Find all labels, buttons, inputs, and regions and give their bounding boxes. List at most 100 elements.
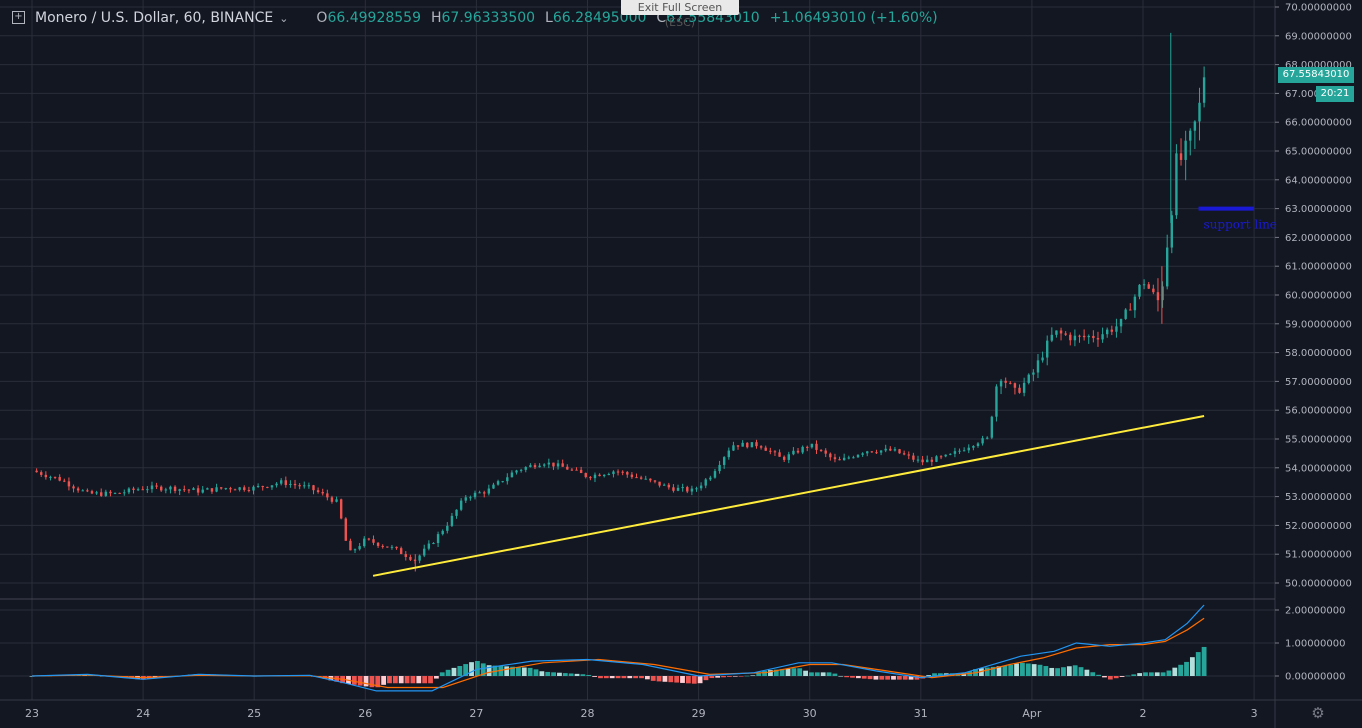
candle-body — [653, 480, 657, 482]
candle-body — [1179, 153, 1183, 160]
macd-histogram-bar — [592, 676, 598, 677]
macd-histogram-bar — [902, 676, 908, 680]
candle-body — [519, 469, 523, 471]
macd-histogram-bar — [791, 668, 797, 676]
macd-histogram-bar — [908, 676, 914, 680]
add-symbol-icon[interactable]: + — [12, 10, 25, 24]
candle-body — [53, 476, 57, 478]
candle-body — [1050, 334, 1054, 341]
macd-histogram-bar — [1049, 667, 1055, 676]
candle-body — [621, 471, 624, 473]
candle-body — [824, 450, 827, 454]
candle-body — [561, 463, 564, 467]
candle-body — [999, 380, 1003, 387]
candle-body — [1161, 286, 1164, 301]
macd-histogram-bar — [1201, 646, 1207, 676]
candle-body — [875, 452, 878, 454]
candle-body — [995, 386, 998, 417]
macd-histogram-bar — [1031, 664, 1037, 676]
candle-body — [270, 485, 274, 488]
candle-body — [256, 486, 260, 488]
candle-body — [335, 499, 338, 502]
macd-histogram-bar — [469, 662, 474, 676]
macd-histogram-bar — [803, 670, 808, 676]
macd-axis[interactable]: 2.00000000 1.00000000 0.00000000 — [1275, 606, 1345, 683]
macd-histogram-bar — [1072, 665, 1078, 676]
candle-body — [833, 457, 837, 460]
candle-body — [556, 463, 560, 467]
price-axis[interactable]: 70.0000000069.0000000068.0000000067.0000… — [1275, 3, 1352, 590]
macd-histogram-bar — [996, 666, 1002, 676]
candle-body — [1059, 330, 1063, 334]
candle-body — [662, 484, 666, 486]
candle-body — [967, 447, 970, 451]
macd-histogram-bar — [1008, 664, 1014, 676]
time-tick-label: 26 — [358, 707, 372, 720]
symbol-title[interactable]: Monero / U.S. Dollar, 60, BINANCE — [35, 10, 274, 26]
candle-body — [399, 548, 403, 555]
candle-body — [579, 469, 583, 474]
candle-body — [889, 448, 892, 451]
price-tick-label: 57.00000000 — [1285, 377, 1352, 388]
candle-body — [842, 457, 846, 461]
macd-histogram-bar — [627, 676, 633, 679]
candle-body — [358, 546, 361, 550]
candle-body — [806, 446, 809, 448]
macd-histogram-bar — [433, 676, 439, 679]
candle-body — [169, 486, 172, 490]
candle-body — [575, 469, 578, 471]
candle-body — [1036, 360, 1040, 373]
time-axis[interactable]: 23 24 25 26 27 28 29 30 31 Apr 2 3 — [25, 707, 1258, 720]
candle-body — [252, 486, 255, 491]
candle-body — [298, 485, 301, 487]
candle-body — [986, 437, 989, 439]
candle-body — [353, 549, 357, 551]
candle-body — [150, 485, 154, 490]
macd-histogram-bar — [533, 669, 539, 676]
macd-histogram-bar — [662, 676, 668, 682]
macd-histogram-bar — [826, 672, 832, 676]
macd-histogram-bar — [580, 674, 586, 676]
candle-body — [1184, 140, 1187, 160]
candle-body — [607, 474, 611, 476]
candle-body — [478, 492, 481, 494]
macd-histogram-bar — [721, 676, 726, 678]
candle-body — [736, 445, 740, 447]
macd-histogram-bar — [926, 675, 932, 676]
candle-body — [944, 454, 947, 457]
candle-body — [884, 448, 887, 451]
candle-body — [792, 450, 795, 455]
macd-histogram-bar — [551, 672, 556, 676]
time-tick-label: 29 — [692, 707, 706, 720]
candlestick-series — [35, 32, 1206, 572]
gear-icon[interactable]: ⚙ — [1311, 704, 1325, 722]
macd-histogram-bar — [1025, 663, 1031, 676]
last-price-tag: 67.55843010 — [1278, 67, 1354, 83]
candle-body — [787, 454, 790, 460]
candle-body — [1156, 292, 1160, 301]
candle-body — [1069, 334, 1072, 341]
candle-body — [976, 443, 980, 446]
candle-body — [902, 453, 906, 455]
macd-histogram-bar — [351, 676, 357, 685]
candle-body — [773, 451, 777, 453]
candle-body — [1147, 284, 1150, 289]
candle-body — [49, 476, 52, 478]
exit-fullscreen-button[interactable]: Exit Full Screen (ESC) — [621, 0, 739, 29]
candle-body — [815, 443, 818, 450]
chevron-down-icon[interactable]: ⌄ — [279, 11, 289, 25]
candle-body — [132, 488, 135, 490]
macd-histogram-bar — [914, 676, 920, 680]
support-line-label: support line — [1204, 218, 1277, 232]
candle-body — [238, 487, 241, 490]
candle-body — [1082, 335, 1086, 338]
macd-histogram-bar — [375, 676, 381, 688]
candle-body — [469, 497, 472, 499]
candle-body — [1022, 382, 1026, 393]
macd-histogram-bar — [1178, 664, 1184, 676]
macd-histogram-bar — [1119, 676, 1125, 677]
macd-histogram-bar — [1043, 666, 1049, 676]
candle-body — [801, 446, 804, 453]
candle-body — [547, 462, 551, 465]
